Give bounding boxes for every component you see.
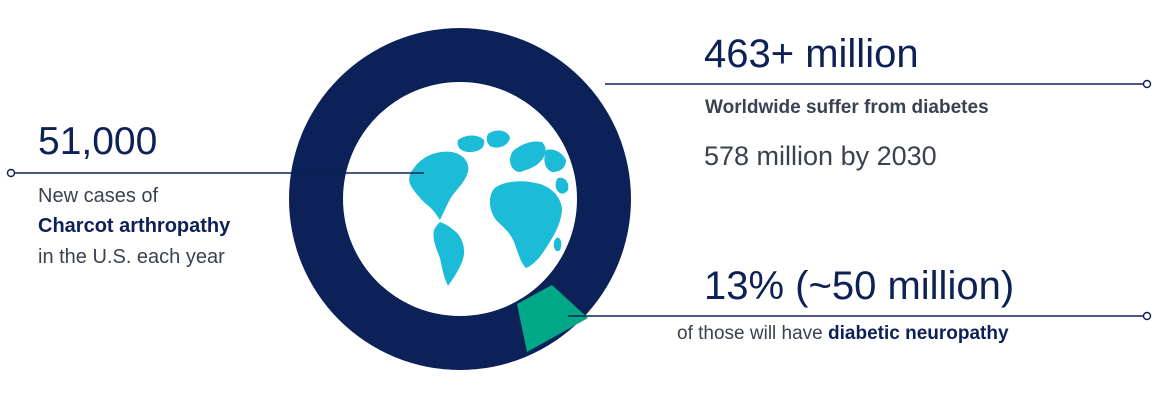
stat-neuropathy-prefix: of those will have <box>677 323 829 344</box>
stat-neuropathy-count: (~50 million) <box>784 264 1015 308</box>
stat-diabetes-line1: Worldwide suffer from diabetes <box>705 97 989 118</box>
stat-neuropathy-pct: 13% <box>704 264 785 308</box>
stat-charcot-line2: Charcot arthropathy <box>38 215 231 237</box>
neuropathy-segment <box>517 285 588 352</box>
stat-charcot-line3: in the U.S. each year <box>38 246 225 268</box>
stat-neuropathy-bold: diabetic neuropathy <box>828 323 1009 344</box>
connector-lines <box>6 79 1152 321</box>
stat-neuropathy-number: 13% (~50 million) <box>704 266 1014 306</box>
stat-diabetes-number: 463+ million <box>704 32 919 76</box>
connector-top-right-end <box>1142 79 1152 89</box>
globe-icon <box>405 127 569 291</box>
stat-neuropathy-line1: of those will have diabetic neuropathy <box>677 323 1009 345</box>
connector-left-end <box>6 168 16 178</box>
stat-diabetes-line2: 578 million by 2030 <box>704 141 937 171</box>
stat-charcot-line1: New cases of <box>38 185 159 207</box>
stat-charcot-number: 51,000 <box>38 120 158 163</box>
connector-bottom-right-end <box>1142 311 1152 321</box>
